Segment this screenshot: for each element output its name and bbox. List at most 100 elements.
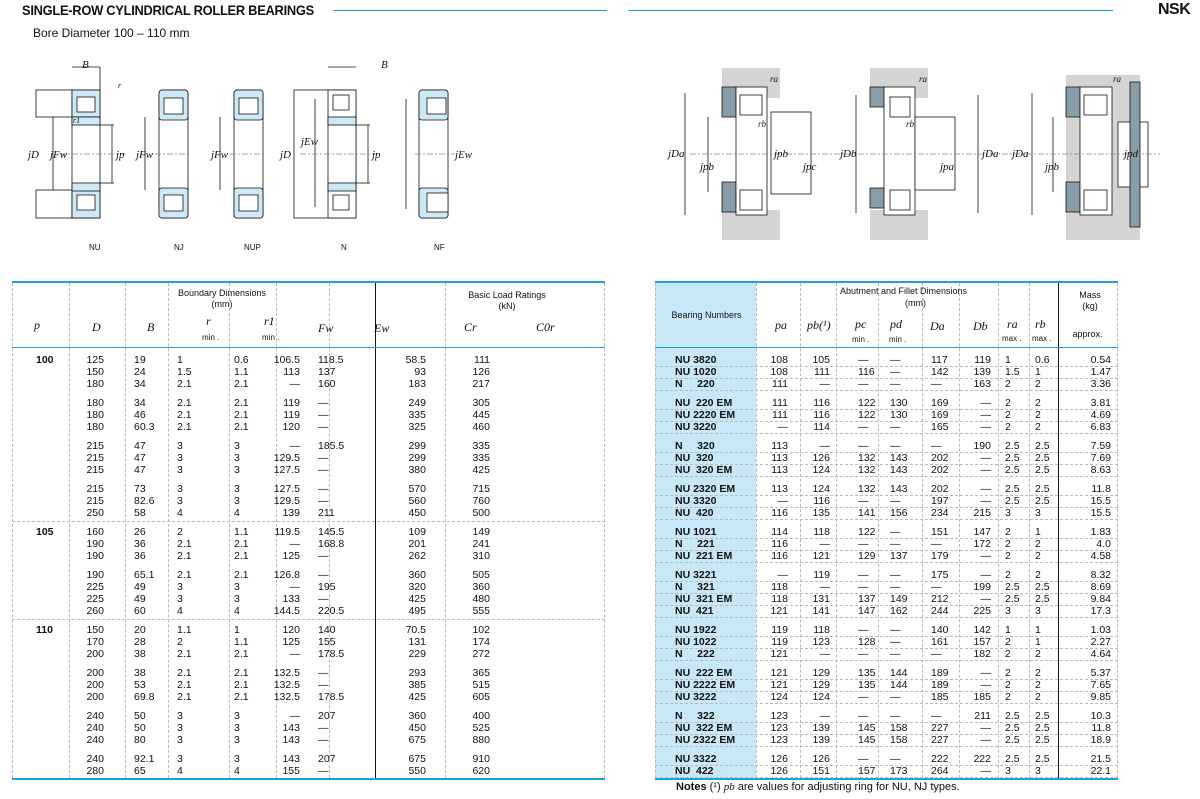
ew-value: —: [318, 421, 329, 433]
fw-value: 125: [282, 636, 300, 648]
cr-value: 201: [408, 538, 426, 550]
d-value: 215: [86, 452, 104, 464]
bearing-number: NU 422: [675, 765, 714, 777]
ew-value: 211: [318, 507, 335, 519]
row-divider: [655, 660, 1118, 661]
r-value: 3: [177, 753, 183, 765]
da-value: —: [931, 581, 942, 593]
ew-value: 178.5: [318, 648, 345, 660]
bearing-number: NU 1021: [675, 526, 717, 538]
d-value: 190: [86, 569, 104, 581]
c0r-value: 335: [472, 452, 490, 464]
pd-value: 158: [890, 734, 908, 746]
pb-value: 139: [812, 734, 830, 746]
rb-value: 2.5: [1035, 440, 1050, 452]
r1-value: 2.1: [234, 667, 249, 679]
pa-value: 121: [770, 605, 788, 617]
pa-value: 114: [771, 526, 788, 538]
da-value: —: [931, 538, 942, 550]
d-value: 200: [86, 648, 104, 660]
db-value: —: [980, 464, 992, 476]
ra-value: 2: [1005, 378, 1011, 390]
mass-value: 11.8: [1091, 483, 1111, 495]
fw-value: —: [289, 440, 301, 452]
ra-value: 2.5: [1005, 710, 1020, 722]
pc-value: 135: [858, 679, 876, 691]
row-divider: [655, 519, 1118, 520]
pc-value: —: [858, 495, 869, 507]
da-value: 202: [931, 483, 949, 495]
c0r-value: 360: [472, 581, 490, 593]
ew-value: —: [318, 452, 329, 464]
fw-value: 106.5: [273, 354, 300, 366]
mass-value: 4.58: [1090, 550, 1111, 562]
mass-value: 1.03: [1090, 624, 1111, 636]
d-value: 215: [86, 440, 104, 452]
fw-value: 120: [282, 421, 300, 433]
mass-header: Mass (kg): [1079, 290, 1101, 311]
pa-value: 123: [770, 722, 788, 734]
da-value: 202: [931, 464, 949, 476]
r-value: 2.1: [177, 691, 192, 703]
col-db: Db: [973, 319, 988, 333]
ew-value: 137: [318, 366, 336, 378]
pc-value: —: [858, 538, 869, 550]
c0r-value: 910: [472, 753, 490, 765]
b-value: 38: [134, 648, 146, 660]
ew-value: —: [318, 495, 329, 507]
svg-text:jDb: jDb: [838, 148, 857, 160]
svg-text:jFw: jFw: [48, 149, 68, 161]
ra-value: 2.5: [1005, 593, 1020, 605]
d-value: 200: [86, 679, 104, 691]
pd-value: 158: [890, 722, 908, 734]
pc-value: —: [858, 569, 869, 581]
svg-text:jDa: jDa: [666, 148, 685, 160]
col-r: r: [206, 314, 211, 328]
r-value: 3: [177, 722, 183, 734]
bearing-number: NU 320: [675, 452, 714, 464]
mass-value: 8.32: [1090, 569, 1111, 581]
b-value: 26: [134, 526, 146, 538]
pc-value: 157: [858, 765, 876, 777]
ew-value: 207: [318, 710, 336, 722]
db-value: —: [980, 593, 992, 605]
db-value: —: [980, 483, 992, 495]
rb-value: 2: [1035, 421, 1041, 433]
r1-value: 2.1: [234, 691, 249, 703]
pd-value: 143: [890, 464, 908, 476]
cr-value: 550: [408, 765, 426, 777]
abutment-unit: (mm): [905, 298, 926, 308]
mass-value: 8.69: [1090, 581, 1111, 593]
fw-value: 125: [282, 550, 300, 562]
bearing-number: N 222: [675, 648, 715, 660]
col-r1: r1: [264, 314, 275, 328]
cr-value: 380: [408, 464, 426, 476]
r-value: 2: [177, 636, 183, 648]
svg-text:rb: rb: [906, 119, 915, 129]
r-value: 3: [177, 464, 183, 476]
bearing-number: N 320: [675, 440, 715, 452]
mass-value: 3.36: [1090, 378, 1111, 390]
pc-value: —: [858, 581, 869, 593]
d-value: 180: [86, 397, 104, 409]
pb-value: 116: [813, 495, 830, 507]
label-b: B: [82, 59, 89, 71]
mass-value: 7.65: [1090, 679, 1111, 691]
fw-value: —: [289, 648, 301, 660]
da-value: 227: [931, 722, 949, 734]
ew-value: —: [318, 593, 329, 605]
bearing-number: NU 1022: [675, 636, 717, 648]
r-value: 3: [177, 495, 183, 507]
ra-value: 2.5: [1005, 753, 1020, 765]
bearing-number: NU 3220: [675, 421, 717, 433]
b-value: 60.3: [134, 421, 155, 433]
mass-value: 2.27: [1090, 636, 1111, 648]
abutment-dimensions-table: Bearing Numbers Abutment and Fillet Dime…: [655, 281, 1118, 780]
n-drawing: [293, 66, 380, 219]
fw-value: 119: [283, 409, 300, 421]
db-value: 163: [973, 378, 991, 390]
pa-value: —: [777, 421, 789, 433]
pb-value: 124: [812, 691, 830, 703]
pb-value: 135: [812, 507, 830, 519]
nf-drawing: [405, 89, 455, 219]
